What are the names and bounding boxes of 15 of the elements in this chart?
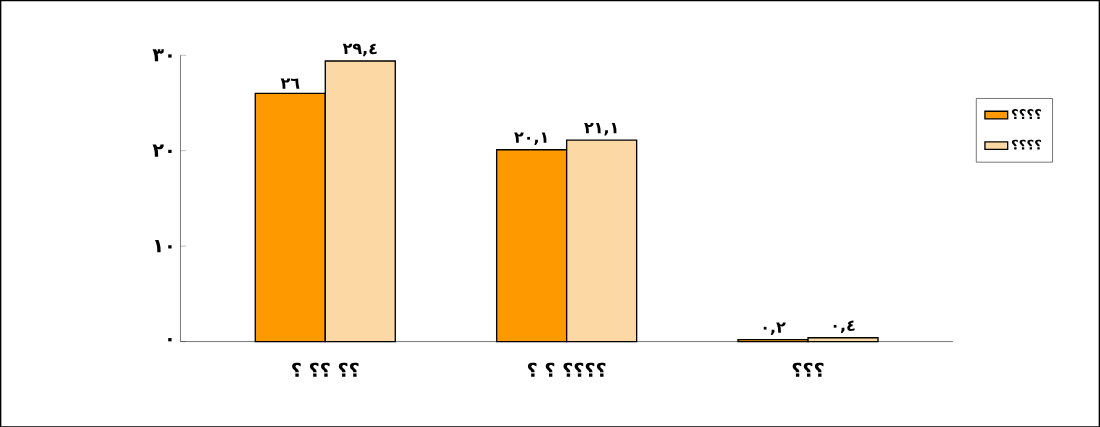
- data-label: ٢١,١: [584, 122, 617, 136]
- y-tick-label: ٣٠: [152, 48, 172, 62]
- data-label: ٠,٢: [763, 322, 786, 335]
- y-tick-label: ٠: [168, 337, 172, 342]
- y-tick-label: ١٠: [155, 239, 172, 252]
- data-label: ٠,٤: [833, 320, 855, 333]
- y-tick-label: ٢٠: [152, 144, 172, 157]
- x-tick-label: ؟ ؟؟ ؟؟: [292, 362, 359, 377]
- data-label: ٢٩,٤: [342, 43, 377, 57]
- x-tick-label: ؟؟؟: [792, 362, 824, 377]
- data-label: ٢٠,١: [514, 132, 547, 145]
- legend-label: ؟؟؟؟: [1011, 139, 1042, 150]
- legend-label: ؟؟؟؟: [1011, 108, 1042, 119]
- x-tick-label: ؟ ؟ ؟؟؟؟: [527, 362, 606, 377]
- data-label: ٢٦: [280, 78, 300, 89]
